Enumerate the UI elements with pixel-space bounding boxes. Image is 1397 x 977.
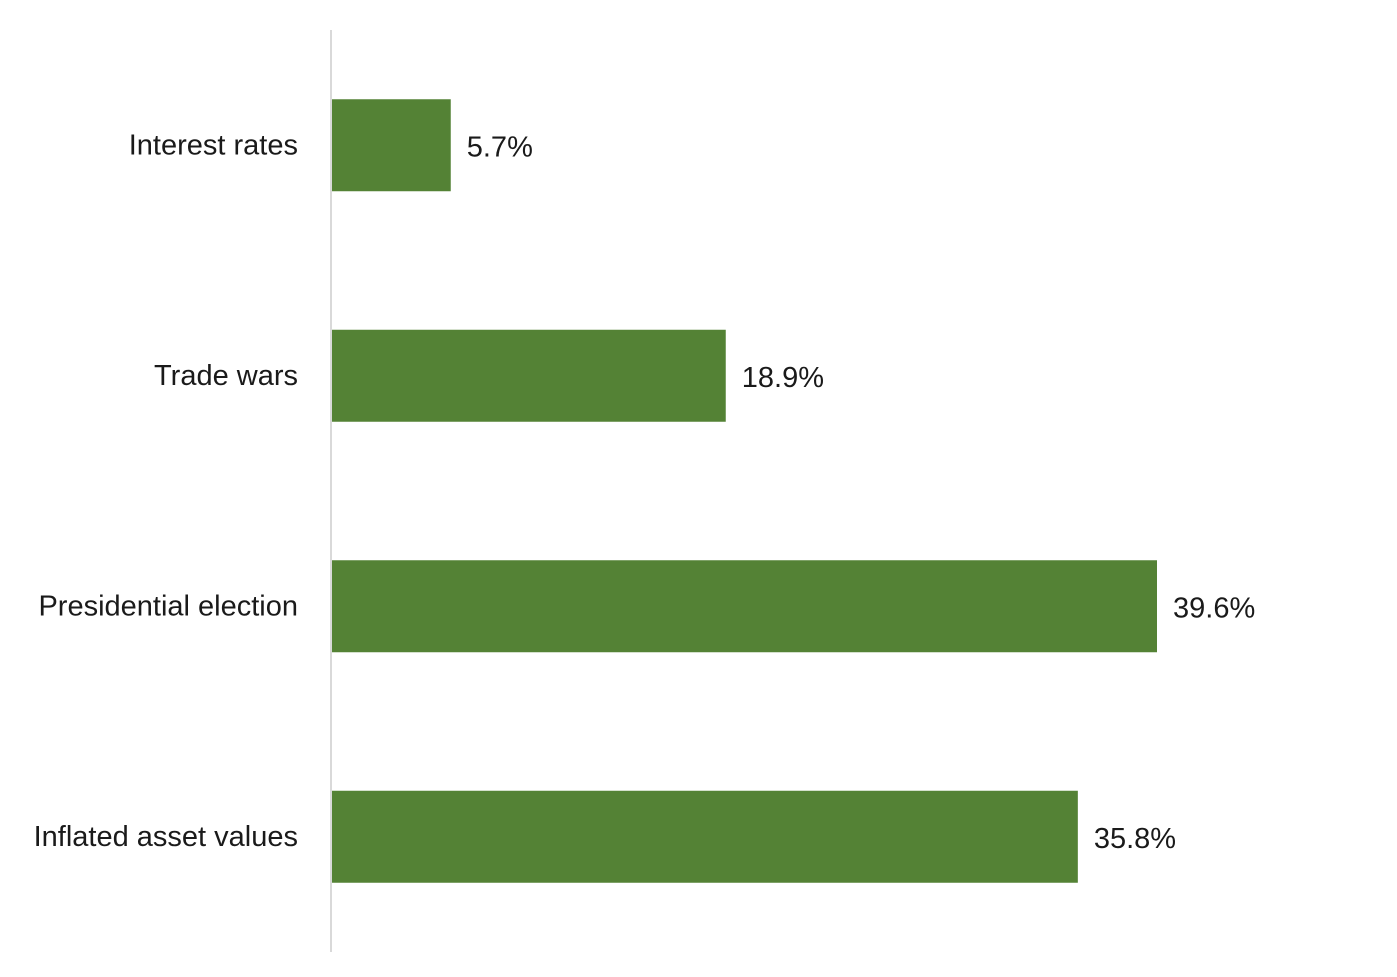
value-labels: 5.7% 18.9% 39.6% 35.8% bbox=[467, 131, 1255, 855]
category-label-trade-wars: Trade wars bbox=[154, 360, 298, 392]
bar-presidential-election bbox=[332, 560, 1157, 653]
bars-layer bbox=[332, 99, 1157, 883]
category-label-presidential-election: Presidential election bbox=[38, 590, 298, 622]
value-label-trade-wars: 18.9% bbox=[742, 362, 824, 394]
category-label-interest-rates: Interest rates bbox=[129, 129, 298, 161]
value-label-inflated-asset-values: 35.8% bbox=[1094, 823, 1176, 855]
bar-trade-wars bbox=[332, 329, 726, 422]
value-label-interest-rates: 5.7% bbox=[467, 131, 533, 163]
value-label-presidential-election: 39.6% bbox=[1173, 592, 1255, 624]
bar-interest-rates bbox=[332, 99, 451, 192]
bar-inflated-asset-values bbox=[332, 790, 1078, 883]
category-labels: Interest rates Trade wars Presidential ele… bbox=[34, 129, 298, 853]
category-label-inflated-asset-values: Inflated asset values bbox=[34, 821, 298, 853]
